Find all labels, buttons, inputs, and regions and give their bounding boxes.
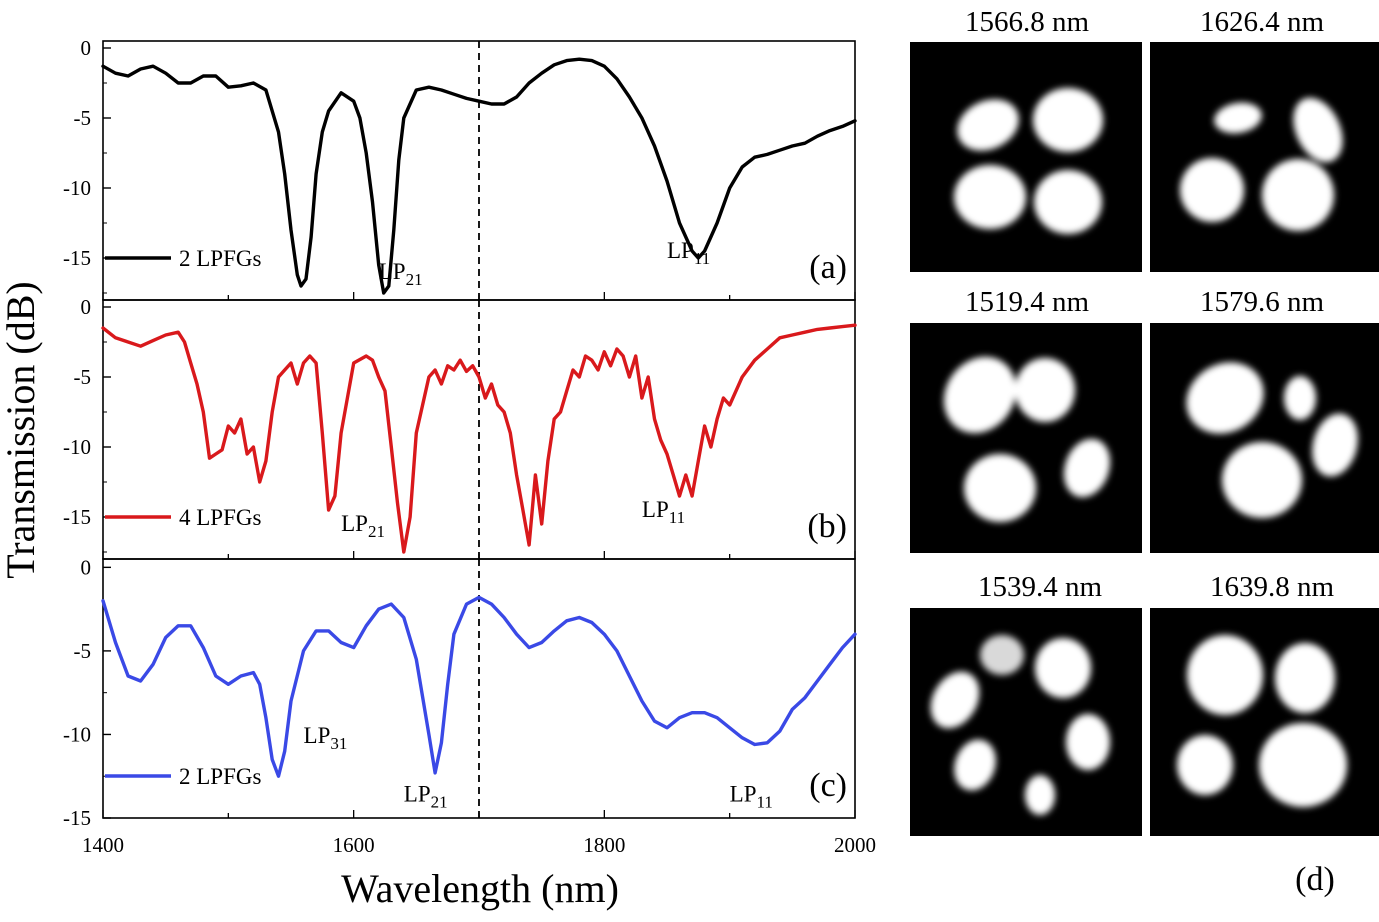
ytick-label-b: -5	[74, 365, 92, 389]
mode-image-title-6: 1639.8 nm	[1210, 571, 1335, 603]
ytick-label-c: 0	[81, 555, 92, 579]
series-line-b	[101, 323, 857, 554]
panel-label-a: (a)	[809, 249, 847, 286]
mode-label-c: LP21	[404, 781, 448, 811]
ytick-label-c: -5	[74, 639, 92, 663]
ytick-label-a: 0	[81, 36, 92, 60]
mode-label-b: LP11	[642, 497, 685, 527]
ytick-label-b: 0	[81, 295, 92, 319]
xtick-label: 1600	[333, 833, 375, 857]
mode-image-1539	[910, 608, 1142, 836]
mode-label-c: LP11	[730, 781, 773, 811]
mode-image-1626	[1150, 42, 1379, 272]
mode-image-1566	[910, 42, 1142, 272]
xtick-label: 1400	[82, 833, 124, 857]
panel-b: 0 -5 -10 -15 4 LPFGs (b) LP21 LP11	[63, 295, 857, 560]
y-axis-title: Transmission (dB)	[0, 281, 43, 578]
mode-label-a: LP21	[379, 259, 423, 289]
ytick-label-a: -5	[74, 106, 92, 130]
mode-image-1639	[1150, 608, 1379, 836]
series-line-c	[101, 595, 857, 778]
ytick-label-c: -10	[63, 722, 91, 746]
plot-panels: 0 -5 -10 -15 2 LPFGs (a) LP21 LP11 0 -5 -10 -15 4 LP…	[63, 36, 876, 857]
series-line-a	[101, 57, 857, 295]
legend-label-c: 2 LPFGs	[179, 764, 261, 789]
mode-image-1579	[1150, 323, 1379, 553]
xtick-label: 2000	[834, 833, 876, 857]
mode-image-title-3: 1519.4 nm	[965, 286, 1090, 318]
legend-label-a: 2 LPFGs	[179, 246, 261, 271]
panel-a: 0 -5 -10 -15 2 LPFGs (a) LP21 LP11	[63, 36, 857, 301]
mode-image-1519	[910, 323, 1142, 553]
mode-images: 1566.8 nm 1626.4 nm 1519.4 nm 1579.6 nm …	[910, 6, 1379, 898]
xtick-label: 1800	[583, 833, 625, 857]
mode-image-title-5: 1539.4 nm	[978, 571, 1103, 603]
ytick-label-b: -15	[63, 505, 91, 529]
panel-label-c: (c)	[809, 767, 847, 804]
panel-c: 0 -5 -10 -15 2 LPFGs (c) LP31 LP21 LP11	[63, 555, 857, 830]
x-axis-title: Wavelength (nm)	[341, 866, 619, 911]
legend-label-b: 4 LPFGs	[179, 505, 261, 530]
panel-label-b: (b)	[807, 508, 847, 545]
mode-label-a: LP11	[667, 238, 710, 268]
ytick-label-b: -10	[63, 435, 91, 459]
ytick-label-a: -10	[63, 176, 91, 200]
mode-image-title-1: 1566.8 nm	[965, 6, 1090, 38]
mode-label-b: LP21	[341, 511, 385, 541]
mode-image-title-2: 1626.4 nm	[1200, 6, 1325, 38]
mode-label-c: LP31	[304, 723, 348, 753]
panel-label-d: (d)	[1295, 861, 1335, 898]
mode-image-title-4: 1579.6 nm	[1200, 286, 1325, 318]
ytick-label-a: -15	[63, 246, 91, 270]
ytick-label-c: -15	[63, 806, 91, 830]
